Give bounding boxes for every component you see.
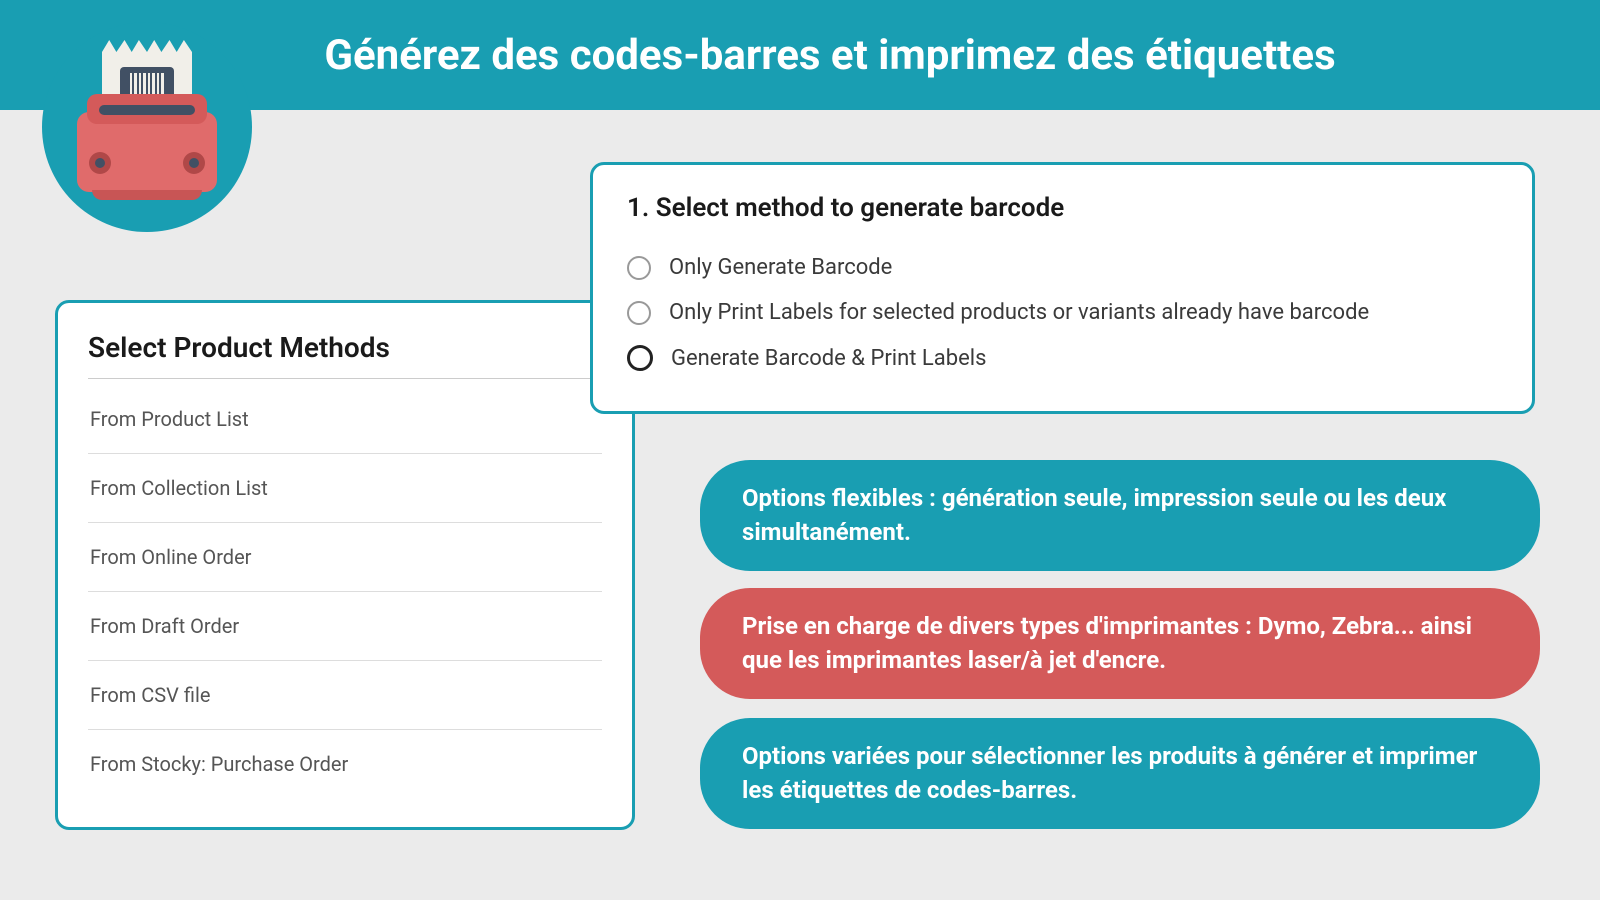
radio-icon bbox=[627, 301, 651, 325]
method-item[interactable]: From Draft Order bbox=[88, 592, 602, 661]
generate-method-title: 1. Select method to generate barcode bbox=[627, 193, 1498, 223]
radio-icon bbox=[627, 345, 653, 371]
radio-label: Generate Barcode & Print Labels bbox=[671, 346, 986, 371]
method-item[interactable]: From Product List bbox=[88, 385, 602, 454]
product-methods-title: Select Product Methods bbox=[88, 331, 602, 379]
radio-option[interactable]: Only Print Labels for selected products … bbox=[627, 290, 1498, 335]
radio-label: Only Generate Barcode bbox=[669, 255, 892, 280]
feature-pill: Options variées pour sélectionner les pr… bbox=[700, 718, 1540, 829]
method-item[interactable]: From Collection List bbox=[88, 454, 602, 523]
method-item[interactable]: From CSV file bbox=[88, 661, 602, 730]
generate-method-panel: 1. Select method to generate barcode Onl… bbox=[590, 162, 1535, 414]
printer-icon bbox=[42, 22, 252, 232]
page-title: Générez des codes-barres et imprimez des… bbox=[324, 31, 1335, 80]
radio-option[interactable]: Generate Barcode & Print Labels bbox=[627, 335, 1498, 381]
feature-pill: Prise en charge de divers types d'imprim… bbox=[700, 588, 1540, 699]
product-methods-list: From Product List From Collection List F… bbox=[88, 385, 602, 798]
method-item[interactable]: From Online Order bbox=[88, 523, 602, 592]
product-methods-panel: Select Product Methods From Product List… bbox=[55, 300, 635, 830]
radio-option[interactable]: Only Generate Barcode bbox=[627, 245, 1498, 290]
feature-pill: Options flexibles : génération seule, im… bbox=[700, 460, 1540, 571]
method-item[interactable]: From Stocky: Purchase Order bbox=[88, 730, 602, 798]
radio-label: Only Print Labels for selected products … bbox=[669, 300, 1369, 325]
radio-icon bbox=[627, 256, 651, 280]
